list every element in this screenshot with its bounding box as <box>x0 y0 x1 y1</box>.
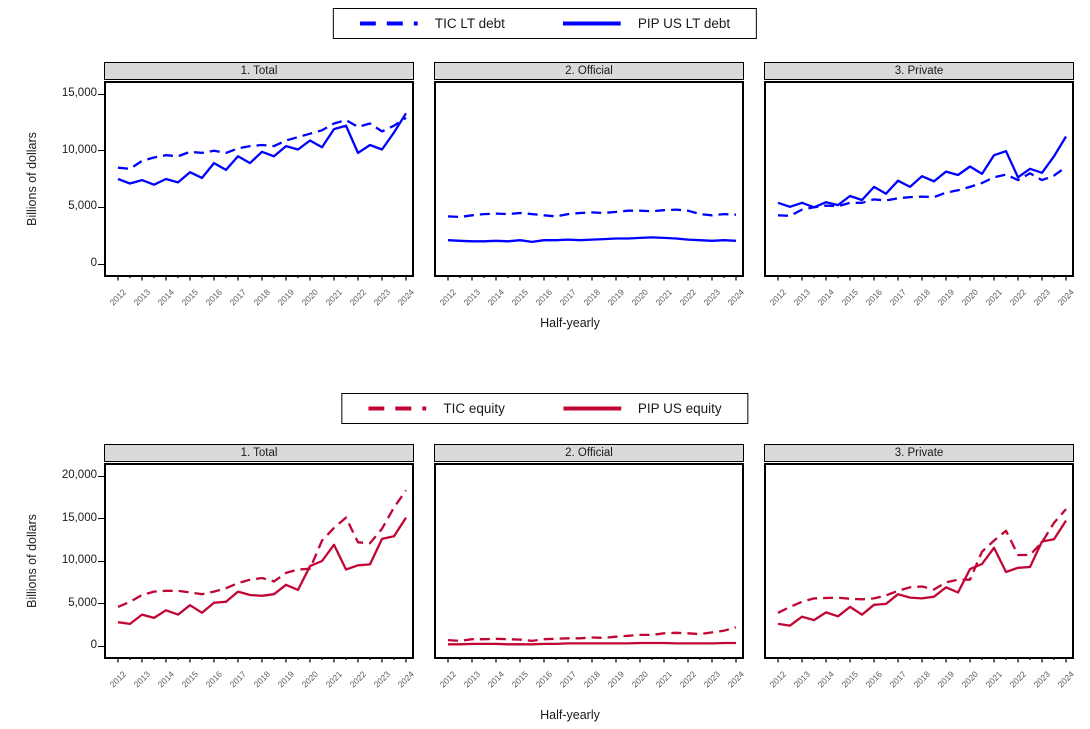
y-tick-mark <box>98 150 104 152</box>
series-solid <box>448 641 736 646</box>
series-solid <box>777 135 1067 209</box>
series-lines <box>777 135 1067 217</box>
x-tick-labels: 2012 2013 2014 2015 2016 2017 2018 2019 2020 2021… <box>764 283 1076 317</box>
panel-title: 1. Total <box>104 444 414 462</box>
x-tick-labels: 2012 2013 2014 2015 2016 2017 2018 2019 2020 2021… <box>104 283 416 317</box>
series-solid <box>777 519 1067 627</box>
series-dashed <box>117 116 407 170</box>
y-tick-mark <box>98 263 104 265</box>
plot-area: 2012 2013 2014 2015 2016 2017 2018 2019 2020 2021… <box>104 463 416 689</box>
plot-area: 2012 2013 2014 2015 2016 2017 2018 2019 2020 2021… <box>764 463 1076 689</box>
x-tick-marks <box>117 657 407 663</box>
x-tick-marks <box>117 275 407 281</box>
panel-total: 1. Total 2012 2013 2014 2015 2016 2017 2018 2019… <box>104 62 416 307</box>
series-dashed <box>447 208 737 219</box>
legend-item: TIC equity <box>368 401 505 416</box>
x-tick-labels: 2012 2013 2014 2015 2016 2017 2018 2019 2020 2021… <box>434 283 746 317</box>
y-tick-mark <box>98 518 104 519</box>
legend-label: PIP US LT debt <box>637 16 731 31</box>
x-tick-marks <box>447 275 737 281</box>
legend-label: TIC equity <box>443 401 505 416</box>
panel-title: 3. Private <box>764 444 1074 462</box>
x-tick-labels: 2012 2013 2014 2015 2016 2017 2018 2019 2020 2021… <box>434 665 746 699</box>
panel-official: 2. Official 2012 2013 2014 2015 2016 2017 2018 2… <box>434 62 746 307</box>
panel-total: 1. Total 2012 2013 2014 2015 2016 2017 2018 2019… <box>104 444 416 689</box>
plot-area: 2012 2013 2014 2015 2016 2017 2018 2019 2020 2021… <box>434 81 746 307</box>
legend-item: PIP US LT debt <box>562 16 731 31</box>
y-tick-label: 15,000 <box>61 87 97 99</box>
panel-private: 3. Private 2012 2013 2014 2015 2016 2017 2018 20… <box>764 62 1076 307</box>
series-solid <box>117 112 407 186</box>
y-tick-mark <box>98 645 104 647</box>
y-tick-label: 10,000 <box>61 143 97 156</box>
series-dashed <box>777 508 1067 614</box>
panel-title: 2. Official <box>434 62 744 80</box>
y-tick-label: 15,000 <box>61 511 97 524</box>
series-solid <box>117 516 407 626</box>
series-lines <box>117 112 407 186</box>
legend-lt-debt: TIC LT debt PIP US LT debt <box>332 8 758 39</box>
legend-item: TIC LT debt <box>359 16 505 31</box>
legend-equity: TIC equity PIP US equity <box>341 393 749 424</box>
legend-item: PIP US equity <box>562 401 722 416</box>
series-lines <box>117 489 407 626</box>
y-tick-mark <box>98 560 104 562</box>
x-tick-marks <box>447 657 737 663</box>
solid-line-sample <box>562 406 621 411</box>
legend-label: TIC LT debt <box>434 16 505 31</box>
dashed-line-sample <box>368 406 427 411</box>
y-tick-label: 0 <box>90 639 97 651</box>
y-axis: 0 5,000 10,000 15,000 <box>36 0 104 729</box>
plot-area: 2012 2013 2014 2015 2016 2017 2018 2019 2020 2021… <box>434 463 746 689</box>
series-lines <box>777 508 1067 627</box>
panel-title: 2. Official <box>434 444 744 462</box>
series-lines <box>447 208 737 244</box>
x-tick-labels: 2012 2013 2014 2015 2016 2017 2018 2019 2020 2021… <box>764 665 1076 699</box>
x-tick-marks <box>777 657 1067 663</box>
y-tick-label: 10,000 <box>61 554 97 566</box>
plot-area: 2012 2013 2014 2015 2016 2017 2018 2019 2020 2021… <box>764 81 1076 307</box>
panel-private: 3. Private 2012 2013 2014 2015 2016 2017 2018 20… <box>764 444 1076 689</box>
panel-official: 2. Official 2012 2013 2014 2015 2016 2017 2018 2… <box>434 444 746 689</box>
dashed-line-sample <box>359 21 418 26</box>
y-tick-label: 5,000 <box>68 596 97 609</box>
x-tick-marks <box>777 275 1067 281</box>
panel-title: 3. Private <box>764 62 1074 80</box>
y-tick-label: 5,000 <box>68 200 97 213</box>
series-dashed <box>117 489 407 608</box>
series-solid <box>447 236 737 244</box>
y-tick-mark <box>98 603 104 604</box>
series-dashed <box>447 626 737 643</box>
solid-line-sample <box>562 21 621 26</box>
y-tick-mark <box>98 206 104 208</box>
legend-label: PIP US equity <box>637 401 722 416</box>
x-tick-labels: 2012 2013 2014 2015 2016 2017 2018 2019 2020 2021… <box>104 665 416 699</box>
y-tick-mark <box>98 475 104 477</box>
series-lines <box>447 626 737 646</box>
y-axis: 0 5,000 10,000 15,000 20,000 <box>36 0 104 729</box>
y-tick-label: 20,000 <box>61 469 97 481</box>
x-axis-title: Half-yearly <box>540 316 600 330</box>
series-dashed <box>777 166 1067 217</box>
y-tick-mark <box>98 93 104 95</box>
panel-title: 1. Total <box>104 62 414 80</box>
plot-area: 2012 2013 2014 2015 2016 2017 2018 2019 2020 2021… <box>104 81 416 307</box>
y-tick-label: 0 <box>90 257 97 269</box>
x-axis-title: Half-yearly <box>540 708 600 722</box>
